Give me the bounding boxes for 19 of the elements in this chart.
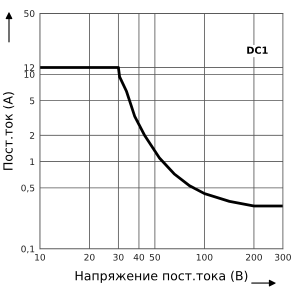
y-tick-label: 12 <box>24 64 34 71</box>
x-tick-label: 300 <box>274 254 291 261</box>
y-tick-label: 0,5 <box>21 184 34 192</box>
y-tick-label: 2 <box>30 132 34 139</box>
x-tick-label: 50 <box>150 254 160 261</box>
y-tick-label: 5 <box>30 97 34 104</box>
x-tick-label: 100 <box>196 254 212 261</box>
y-axis-title: Пост.ток (A) <box>3 92 14 170</box>
x-tick-label: 200 <box>246 254 262 261</box>
y-tick-label: 50 <box>24 10 34 17</box>
x-tick-label: 40 <box>134 254 144 261</box>
y-tick-label: 1 <box>30 158 34 166</box>
annotation: DC1 <box>247 46 268 54</box>
x-tick-label: 10 <box>35 254 46 261</box>
x-tick-label: 30 <box>113 254 124 261</box>
x-tick-label: 20 <box>84 254 95 261</box>
y-tick-label: 0,1 <box>21 246 34 254</box>
y-tick-label: 10 <box>24 71 34 78</box>
x-axis-title: Напряжение пост.тока (В) <box>76 270 248 283</box>
